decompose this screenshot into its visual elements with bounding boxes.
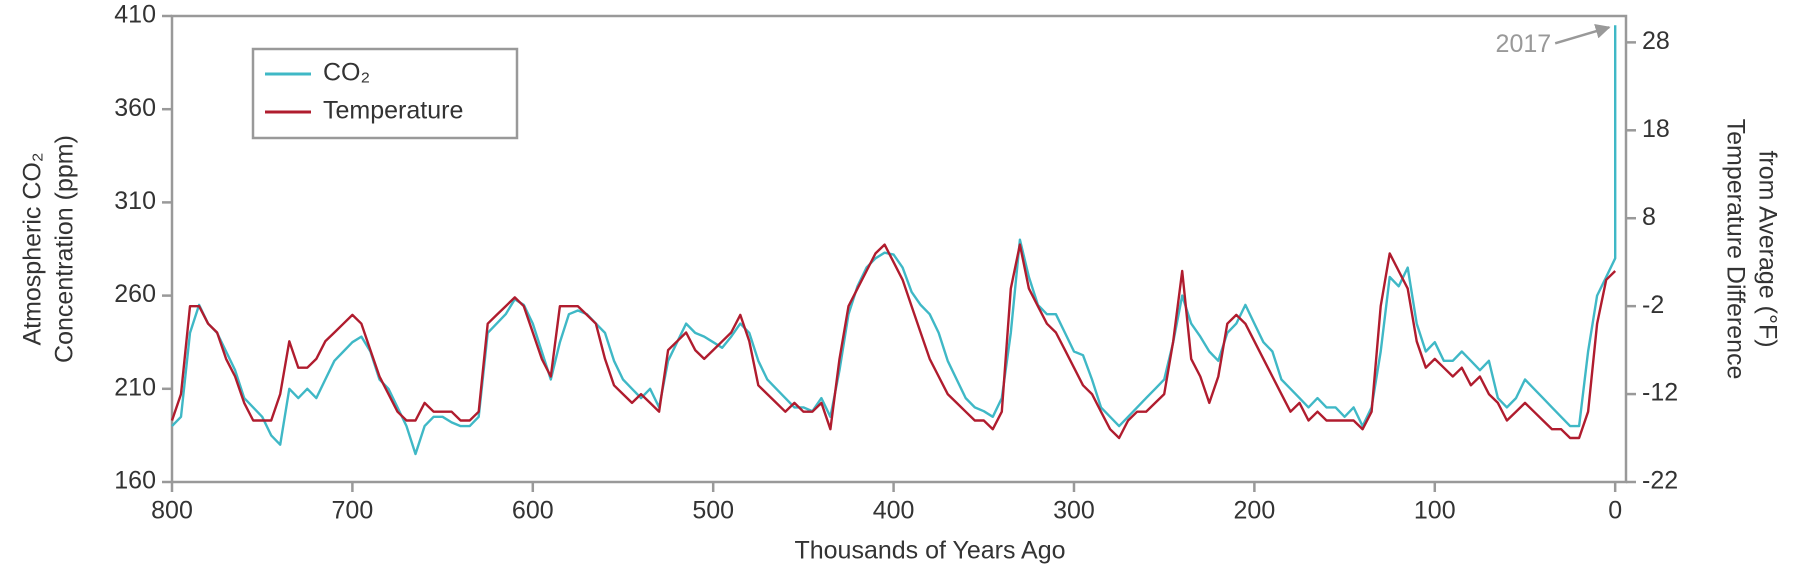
y2-tick-label: -22 <box>1642 467 1678 495</box>
y-tick-label: 360 <box>114 94 156 122</box>
x-tick-label: 0 <box>1608 497 1622 525</box>
y2-tick-label: -2 <box>1642 291 1664 319</box>
line-series <box>171 25 1617 456</box>
x-axis-title: Thousands of Years Ago <box>794 537 1065 565</box>
y-tick-label: 160 <box>114 467 156 495</box>
legend-box <box>251 47 519 140</box>
y-axis-title: Atmospheric CO₂ <box>19 152 47 345</box>
y-tick-label: 410 <box>114 1 156 29</box>
y-tick-label: 260 <box>114 280 156 308</box>
x-tick-label: 600 <box>512 497 554 525</box>
plot-frame <box>170 14 1628 484</box>
annotation: 2017 <box>1496 30 1552 58</box>
legend-label: CO₂ <box>323 59 370 87</box>
x-tick-label: 300 <box>1053 497 1095 525</box>
x-tick-label: 700 <box>332 497 374 525</box>
x-tick-label: 800 <box>151 497 193 525</box>
y2-tick-label: 18 <box>1642 115 1670 143</box>
y-tick-label: 210 <box>114 373 156 401</box>
legend-label: Temperature <box>323 97 463 125</box>
y-tick-label: 310 <box>114 187 156 215</box>
y2-tick-label: -12 <box>1642 379 1678 407</box>
annotation-arrow <box>1554 23 1611 45</box>
x-tick-label: 500 <box>692 497 734 525</box>
x-tick-label: 200 <box>1234 497 1276 525</box>
line-series <box>170 243 1617 440</box>
y2-tick-label: 28 <box>1642 27 1670 55</box>
x-tick-label: 100 <box>1414 497 1456 525</box>
y-axis-title: Concentration (ppm) <box>51 135 79 363</box>
y2-axis-title: from Average (°F) <box>1753 150 1781 347</box>
y2-tick-label: 8 <box>1642 203 1656 231</box>
y2-axis-title: Temperature Difference <box>1721 119 1749 380</box>
x-tick-label: 400 <box>873 497 915 525</box>
